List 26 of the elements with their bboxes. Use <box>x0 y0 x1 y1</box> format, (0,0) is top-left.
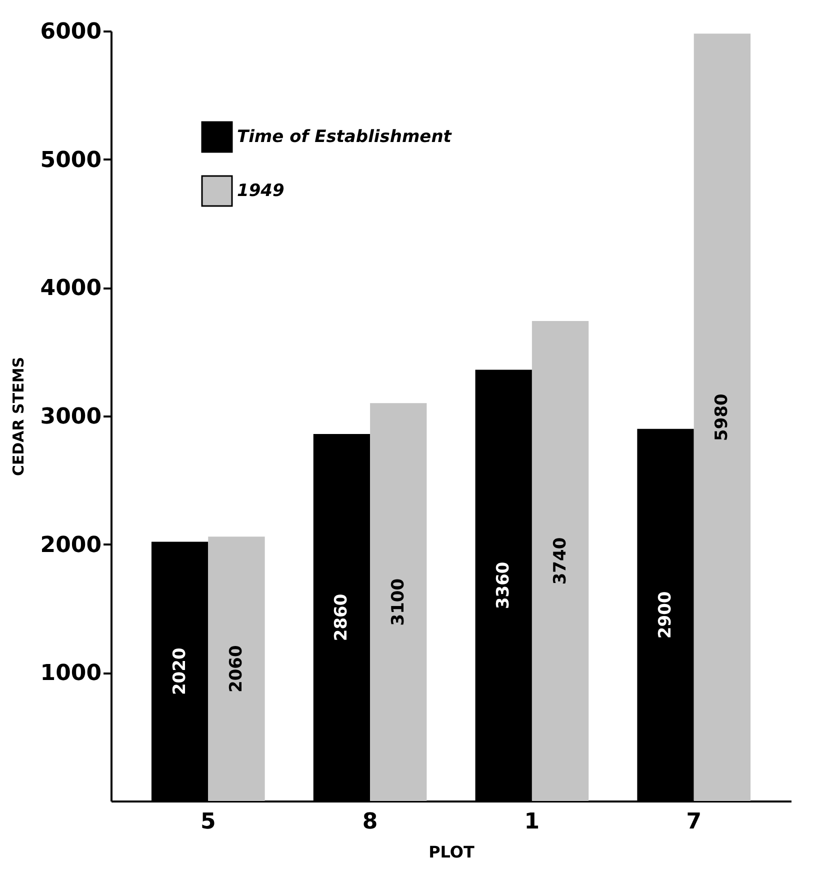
bar <box>208 536 265 801</box>
legend-label: Time of Establishment <box>237 127 452 147</box>
y-tick-label: 5000 <box>40 148 102 173</box>
y-tick-label: 3000 <box>40 404 102 430</box>
bar <box>694 34 751 801</box>
data-label: 2860 <box>332 594 352 642</box>
data-label: 5980 <box>712 393 732 441</box>
data-label: 3740 <box>550 537 570 585</box>
x-tick-label: 5 <box>200 810 216 834</box>
legend-label: 1949 <box>237 181 284 201</box>
y-tick-label: 2000 <box>40 532 102 558</box>
y-axis-title: CEDAR STEMS <box>9 356 28 476</box>
bar <box>370 403 427 801</box>
data-label: 2020 <box>170 648 190 696</box>
data-label: 2060 <box>226 644 246 692</box>
y-tick-label: 6000 <box>40 20 102 44</box>
y-tick-label: 4000 <box>40 276 102 302</box>
data-label: 3100 <box>388 578 408 626</box>
y-tick-label: 1000 <box>40 661 102 686</box>
x-axis-title: PLOT <box>428 842 475 862</box>
bar <box>532 321 589 801</box>
data-label: 2900 <box>656 591 676 639</box>
x-tick-label: 8 <box>362 810 378 834</box>
x-tick-label: 1 <box>524 810 540 834</box>
x-tick-label: 7 <box>686 810 702 834</box>
data-label: 3360 <box>494 562 514 610</box>
